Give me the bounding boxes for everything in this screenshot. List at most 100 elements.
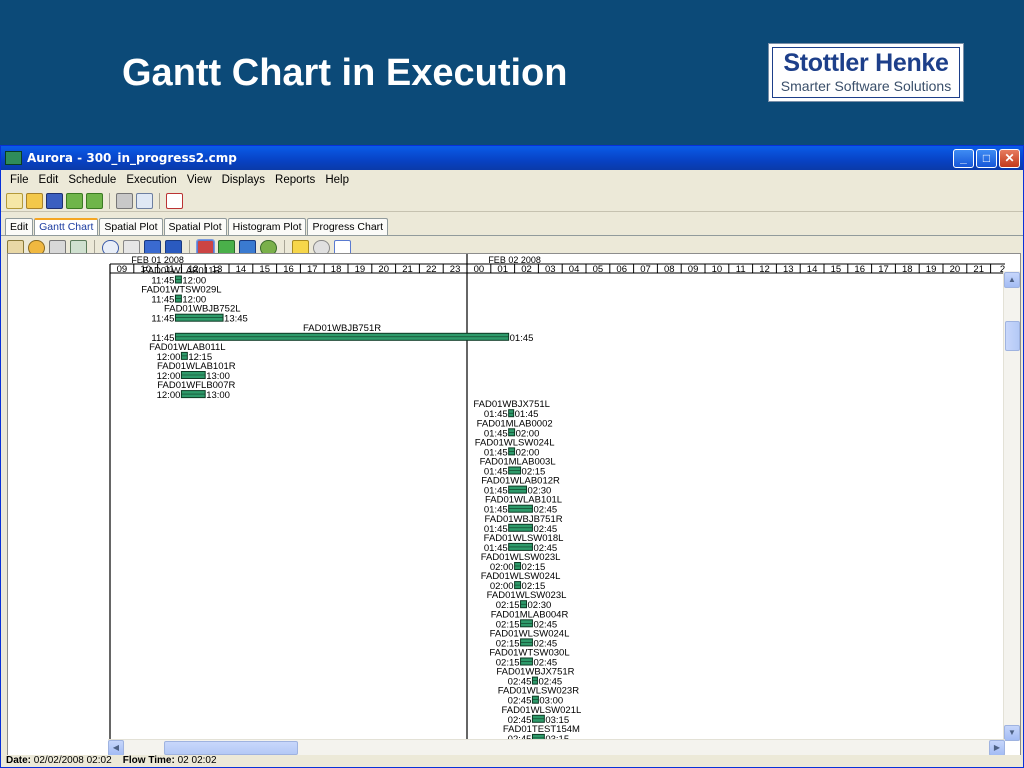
horizontal-scrollbar[interactable]: ◀ ▶: [108, 739, 1005, 756]
status-flow-label: Flow Time:: [122, 755, 175, 766]
tab-spatial-plot-2[interactable]: Spatial Plot: [163, 218, 227, 235]
hour-label: 00: [474, 264, 485, 275]
hour-label: 09: [117, 264, 128, 275]
task-name: FAD01MLAB0002: [477, 418, 553, 429]
hour-label: 20: [950, 264, 961, 275]
gantt-canvas: FEB 01 2008 FEB 02 2008 09 10 11 12 13 14 15 16 17…: [109, 254, 1005, 745]
close-button[interactable]: ✕: [999, 148, 1020, 168]
hour-label: 02: [521, 264, 532, 275]
help-icon[interactable]: [166, 192, 183, 209]
task-start-time: 11:45: [151, 276, 174, 287]
print-preview-icon[interactable]: [136, 192, 153, 209]
task-end-time: 02:30: [528, 600, 552, 611]
task-end-time: 13:45: [224, 314, 248, 325]
task-end-time: 12:15: [188, 352, 212, 363]
task-name: FAD01WFLB007R: [157, 380, 235, 391]
task-end-time: 02:45: [533, 638, 557, 649]
task-start-time: 02:45: [508, 715, 532, 726]
task-end-time: 03:15: [545, 715, 569, 726]
task-end-time: 02:45: [533, 505, 557, 516]
hour-label: 20: [378, 264, 389, 275]
scroll-right-button[interactable]: ▶: [989, 740, 1005, 756]
menu-execution[interactable]: Execution: [126, 174, 177, 186]
task-start-time: 02:45: [508, 696, 532, 707]
hour-label: 13: [212, 264, 223, 275]
hour-label: 15: [831, 264, 842, 275]
upload-icon[interactable]: [86, 192, 103, 209]
menu-bar: File Edit Schedule Execution View Displa…: [1, 170, 1023, 190]
task-end-time: 12:00: [182, 276, 206, 287]
status-flow-value: 02 02:02: [177, 755, 217, 766]
logo-main-text: Stottler Henke: [783, 49, 949, 77]
hour-label: 12: [188, 264, 199, 275]
task-end-time: 02:45: [533, 619, 557, 630]
scroll-left-button[interactable]: ◀: [108, 740, 124, 756]
tab-spatial-plot-1[interactable]: Spatial Plot: [99, 218, 163, 235]
hour-label: 22: [426, 264, 437, 275]
slide-title: Gantt Chart in Execution: [122, 52, 568, 94]
task-name: FAD01WBJB751R: [303, 323, 381, 334]
task-end-time: 12:00: [182, 295, 206, 306]
horizontal-scroll-thumb[interactable]: [164, 741, 298, 755]
hour-label: 04: [569, 264, 580, 275]
save-icon[interactable]: [46, 192, 63, 209]
task-start-time: 11:45: [151, 333, 174, 344]
task-end-time: 13:00: [206, 390, 230, 401]
task-end-time: 01:45: [515, 409, 539, 420]
hour-label: 18: [331, 264, 342, 275]
task-start-time: 12:00: [157, 371, 181, 382]
hour-label: 11: [736, 264, 746, 275]
tab-edit[interactable]: Edit: [5, 218, 34, 235]
task-end-time: 02:15: [522, 467, 546, 478]
open-icon[interactable]: [26, 192, 43, 209]
tab-histogram-plot[interactable]: Histogram Plot: [227, 218, 307, 235]
maximize-button[interactable]: □: [976, 148, 997, 168]
hour-label: 09: [688, 264, 699, 275]
task-end-time: 01:45: [510, 333, 534, 344]
menu-displays[interactable]: Displays: [221, 174, 266, 186]
task-start-time: 01:45: [484, 409, 508, 420]
task-name: FAD01WBJB752L: [164, 304, 241, 315]
hour-label: 08: [664, 264, 675, 275]
menu-schedule[interactable]: Schedule: [68, 174, 117, 186]
task-end-time: 02:00: [516, 428, 540, 439]
status-date-value: 02/02/2008 02:02: [33, 755, 112, 766]
window-titlebar[interactable]: Aurora - 300_in_progress2.cmp _ □ ✕: [1, 146, 1023, 170]
aurora-app-icon: [5, 151, 22, 165]
task-start-time: 01:45: [484, 524, 508, 535]
task-name: FAD01WLAB011L: [149, 342, 225, 353]
scroll-down-button[interactable]: ▼: [1004, 725, 1020, 741]
print-icon[interactable]: [116, 192, 133, 209]
task-start-time: 02:00: [490, 581, 514, 592]
task-name: FAD01MLAB004R: [491, 609, 569, 620]
task-start-time: 02:15: [496, 600, 520, 611]
task-name: FAD01TEST154M: [503, 724, 580, 735]
menu-file[interactable]: File: [10, 174, 29, 186]
hour-label: 07: [640, 264, 651, 275]
task-name: FAD01WTSW029L: [141, 285, 221, 296]
menu-edit[interactable]: Edit: [38, 174, 59, 186]
hour-label: 18: [902, 264, 913, 275]
hour-label: 10: [140, 264, 151, 275]
tab-progress-chart[interactable]: Progress Chart: [307, 218, 389, 235]
task-start-time: 02:15: [496, 638, 520, 649]
menu-view[interactable]: View: [186, 174, 212, 186]
menu-help[interactable]: Help: [325, 174, 349, 186]
task-start-time: 11:45: [151, 295, 174, 306]
minimize-button[interactable]: _: [953, 148, 974, 168]
scroll-up-button[interactable]: ▲: [1004, 272, 1020, 288]
task-name: FAD01WBJB751R: [484, 514, 562, 525]
tab-gantt-chart[interactable]: Gantt Chart: [34, 218, 99, 235]
task-name: FAD01WLAB101R: [157, 361, 236, 372]
menu-reports[interactable]: Reports: [275, 174, 316, 186]
vertical-scrollbar[interactable]: ▲ ▼: [1003, 271, 1020, 741]
hour-label: 03: [545, 264, 556, 275]
task-name: FAD01WTSW030L: [489, 648, 569, 659]
vertical-scroll-thumb[interactable]: [1005, 321, 1020, 351]
status-date-label: Date:: [6, 755, 32, 766]
gantt-toolbar: [1, 235, 1023, 259]
new-icon[interactable]: [6, 192, 23, 209]
task-name: FAD01WLSW021L: [502, 705, 582, 716]
task-start-time: 01:45: [484, 543, 508, 554]
download-icon[interactable]: [66, 192, 83, 209]
